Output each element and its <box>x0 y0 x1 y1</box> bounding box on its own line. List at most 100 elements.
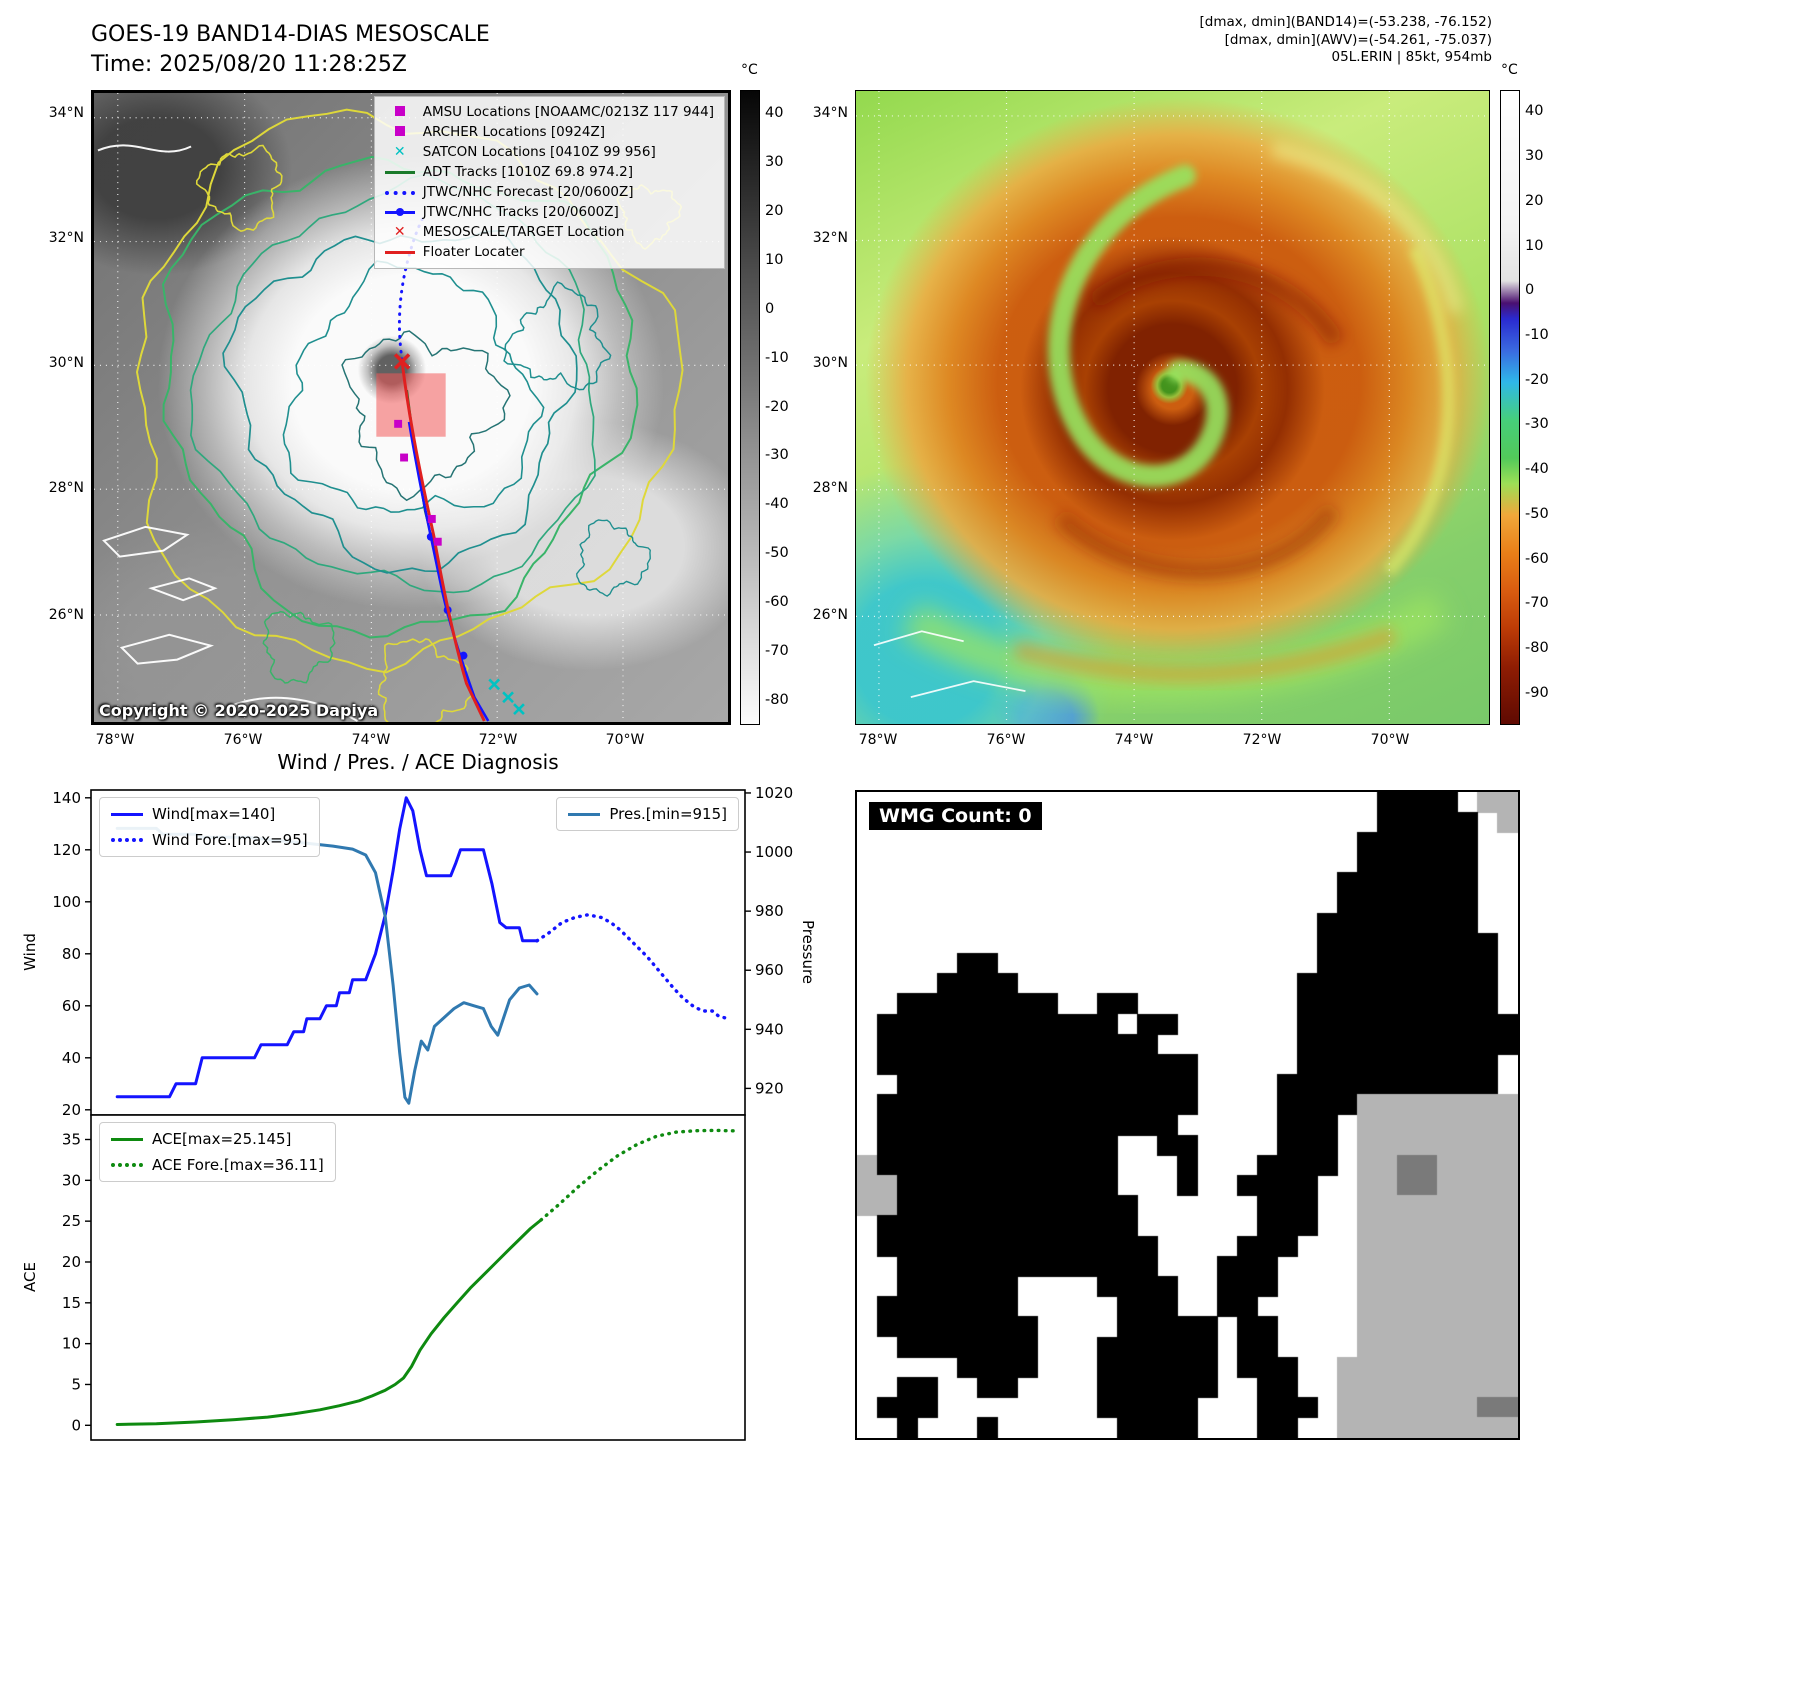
left-panel-title: GOES-19 BAND14-DIAS MESOSCALE Time: 2025… <box>91 20 490 80</box>
colorbar-tick: -30 <box>1525 416 1549 433</box>
target-x-icon <box>393 353 411 370</box>
diagnosis-title: Wind / Pres. / ACE Diagnosis <box>277 750 559 774</box>
svg-text:60: 60 <box>62 997 81 1015</box>
lat-tick: 34°N <box>812 105 848 121</box>
colorbar-tick: -80 <box>1525 639 1549 656</box>
legend-item-label: ADT Tracks [1010Z 69.8 974.2] <box>422 164 633 180</box>
lon-tick: 74°W <box>1114 732 1154 748</box>
line-icon <box>384 171 415 174</box>
colorbar-tick: -40 <box>1525 461 1549 478</box>
legend-item: ✕ SATCON Locations [0410Z 99 956] <box>385 144 714 161</box>
line-dot-icon <box>384 208 415 216</box>
series-line <box>535 913 731 1021</box>
colorbar-tick: 10 <box>1525 237 1544 254</box>
lat-tick: 26°N <box>812 607 848 623</box>
colorbar-tick: -20 <box>765 398 789 415</box>
ace-legend: ACE[max=25.145] ACE Fore.[max=36.11] <box>99 1122 336 1182</box>
wind-pressure-chart: 20 40 60 80 100 120 140 920 940 960 980 1000 1020 Wi… <box>52 784 793 1119</box>
series-line <box>539 1128 737 1222</box>
chart-legend-label: Wind Fore.[max=95] <box>152 831 308 849</box>
legend-item: Floater Locater <box>384 244 714 261</box>
legend-item: AMSU Locations [NOAAMC/0213Z 117 944] <box>385 104 714 121</box>
awv-color-map <box>855 90 1490 725</box>
lon-tick: 72°W <box>1242 732 1282 748</box>
chart-legend-label: ACE[max=25.145] <box>152 1130 292 1148</box>
series-line <box>115 796 539 1099</box>
dmax-dmin-band14: [dmax, dmin](BAND14)=(-53.238, -76.152) <box>1199 14 1492 30</box>
svg-text:1000: 1000 <box>755 843 793 861</box>
colorbar-tick: 20 <box>765 203 784 220</box>
series-line <box>115 1218 543 1426</box>
lon-tick: 70°W <box>605 732 645 748</box>
legend-item-label: SATCON Locations [0410Z 99 956] <box>422 144 656 160</box>
line-icon <box>384 251 415 254</box>
solid-line-icon <box>568 812 601 816</box>
svg-text:15: 15 <box>62 1294 81 1312</box>
storm-id-intensity: 05L.ERIN | 85kt, 954mb <box>1331 49 1492 65</box>
colorbar-tick: -40 <box>765 496 789 513</box>
chart-legend-item: ACE Fore.[max=36.11] <box>111 1156 324 1174</box>
dotted-line-icon <box>111 838 143 842</box>
colorbar-tick: 40 <box>1525 103 1544 120</box>
dotted-icon <box>384 190 415 195</box>
svg-text:20: 20 <box>62 1101 81 1119</box>
legend-item-label: Floater Locater <box>422 244 525 260</box>
awv-colorbar-unit: °C <box>1501 62 1518 78</box>
dotted-line-icon <box>111 1163 143 1167</box>
lat-tick: 30°N <box>812 355 848 371</box>
band14-ir-map: AMSU Locations [NOAAMC/0213Z 117 944] ARC… <box>91 90 731 725</box>
svg-text:5: 5 <box>71 1375 81 1393</box>
wmg-panel: WMG Count: 0 <box>855 790 1520 1440</box>
pressure-axis-label: Pressure <box>799 919 817 985</box>
lon-tick: 76°W <box>986 732 1026 748</box>
colorbar-tick: 0 <box>1525 282 1535 299</box>
colorbar-tick: -30 <box>765 447 789 464</box>
lat-tick: 28°N <box>48 480 84 496</box>
colorbar-tick: -80 <box>765 691 789 708</box>
lon-tick: 76°W <box>223 732 263 748</box>
colorbar-tick: -20 <box>1525 371 1549 388</box>
chart-legend-label: ACE Fore.[max=36.11] <box>152 1156 324 1174</box>
amsu-marker <box>427 514 436 523</box>
copyright-label: Copyright © 2020-2025 Dapiya <box>99 701 379 720</box>
svg-text:10: 10 <box>62 1335 81 1353</box>
svg-text:920: 920 <box>755 1079 784 1097</box>
colorbar-tick: -50 <box>1525 505 1549 522</box>
amsu-marker <box>400 453 409 462</box>
colorbar-tick: -90 <box>1525 684 1549 701</box>
band14-colorbar <box>740 90 760 725</box>
wind-legend: Wind[max=140] Wind Fore.[max=95] <box>99 797 320 857</box>
colorbar-tick: -70 <box>765 642 789 659</box>
right-panel-header: [dmax, dmin](BAND14)=(-53.238, -76.152) … <box>1200 14 1492 67</box>
legend-item: ADT Tracks [1010Z 69.8 974.2] <box>384 164 714 181</box>
satcon-x-icon <box>488 678 501 691</box>
legend-item: JTWC/NHC Tracks [20/0600Z] <box>384 204 714 221</box>
square-icon <box>385 124 415 141</box>
chart-legend-item: Wind[max=140] <box>111 805 308 823</box>
colorbar-tick: 10 <box>765 251 784 268</box>
legend-item-label: JTWC/NHC Forecast [20/0600Z] <box>422 184 634 200</box>
goes-time: Time: 2025/08/20 11:28:25Z <box>91 52 407 77</box>
colorbar-tick: -50 <box>765 545 789 562</box>
map-legend: AMSU Locations [NOAAMC/0213Z 117 944] ARC… <box>373 96 725 269</box>
lon-tick: 74°W <box>351 732 391 748</box>
colorbar-tick: 20 <box>1525 192 1544 209</box>
amsu-marker <box>394 419 403 428</box>
svg-text:80: 80 <box>62 945 81 963</box>
colorbar-tick: -10 <box>765 349 789 366</box>
dmax-dmin-awv: [dmax, dmin](AWV)=(-54.261, -75.037) <box>1224 31 1492 48</box>
colorbar-tick: 30 <box>1525 148 1544 165</box>
legend-item-label: JTWC/NHC Tracks [20/0600Z] <box>422 204 619 220</box>
lon-tick: 72°W <box>478 732 518 748</box>
svg-text:120: 120 <box>52 841 81 859</box>
pressure-legend: Pres.[min=915] <box>556 797 739 831</box>
colorbar-tick: -60 <box>1525 550 1549 567</box>
cloud-swirls <box>901 141 1464 702</box>
legend-item: ✕ MESOSCALE/TARGET Location <box>385 224 714 241</box>
svg-text:100: 100 <box>52 893 81 911</box>
amsu-marker <box>433 537 442 546</box>
x-icon: ✕ <box>393 224 406 240</box>
colorbar-tick: -60 <box>765 593 789 610</box>
goes-title: GOES-19 BAND14-DIAS MESOSCALE <box>91 22 490 47</box>
awv-colorbar <box>1500 90 1520 725</box>
